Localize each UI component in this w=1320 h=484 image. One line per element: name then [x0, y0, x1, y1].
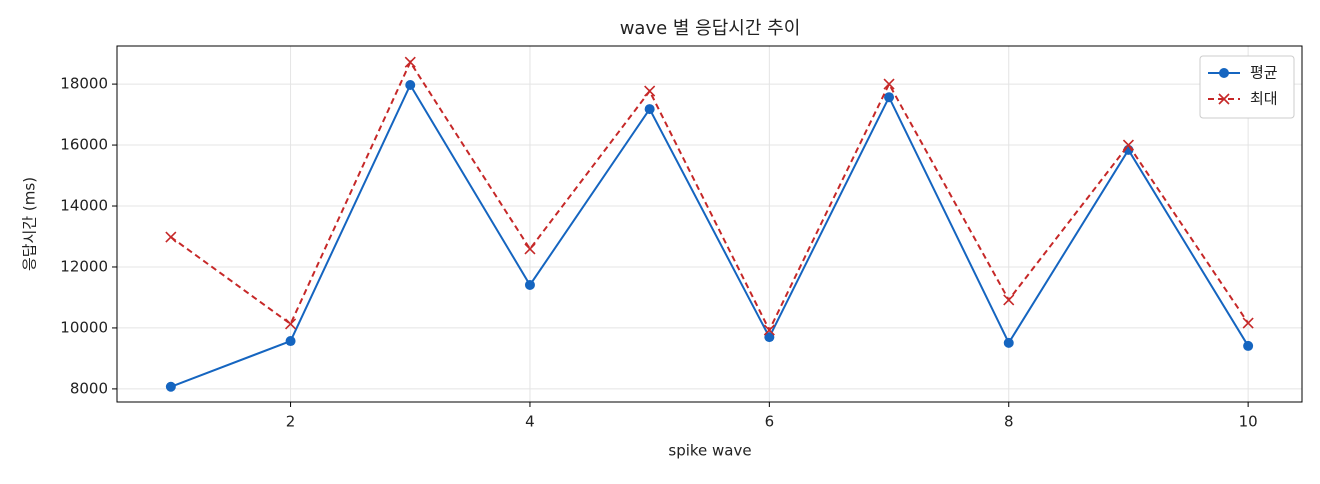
y-axis-label: 응답시간 (ms): [21, 177, 39, 271]
x-axis-label: spike wave: [668, 442, 751, 460]
marker: [285, 336, 296, 347]
marker: [404, 56, 416, 68]
marker: [644, 104, 655, 115]
marker: [524, 243, 536, 255]
y-tick-label: 14000: [60, 197, 108, 215]
y-tick-label: 12000: [60, 257, 108, 275]
marker: [1003, 294, 1015, 306]
x-tick-label: 6: [765, 413, 775, 431]
marker: [1242, 317, 1254, 329]
x-tick-label: 8: [1004, 413, 1014, 431]
y-tick-label: 18000: [60, 75, 108, 93]
legend-label: 최대: [1250, 90, 1278, 108]
series-line: [170, 82, 1249, 388]
plot-frame: [116, 45, 1303, 403]
y-tick-label: 16000: [60, 136, 108, 154]
marker: [884, 92, 895, 103]
marker: [763, 324, 775, 336]
marker: [1243, 340, 1254, 351]
legend-marker: [1219, 68, 1229, 78]
x-tick-label: 4: [525, 413, 535, 431]
marker: [1122, 139, 1135, 151]
y-tick-label: 8000: [70, 379, 108, 397]
marker: [1003, 337, 1014, 348]
marker: [284, 318, 297, 330]
marker: [165, 231, 177, 243]
x-tick-label: 10: [1239, 413, 1258, 431]
marker: [644, 85, 656, 97]
legend-label: 평균: [1250, 64, 1278, 82]
marker: [165, 381, 176, 392]
marker: [405, 80, 416, 91]
y-tick-label: 10000: [60, 318, 108, 336]
chart-title: wave 별 응답시간 추이: [620, 18, 801, 39]
legend-box: [1199, 55, 1295, 119]
marker: [524, 279, 535, 290]
legend-marker: [1218, 93, 1230, 105]
series-line: [170, 60, 1249, 333]
marker: [764, 332, 775, 343]
x-tick-label: 2: [286, 413, 296, 431]
marker: [883, 78, 895, 90]
